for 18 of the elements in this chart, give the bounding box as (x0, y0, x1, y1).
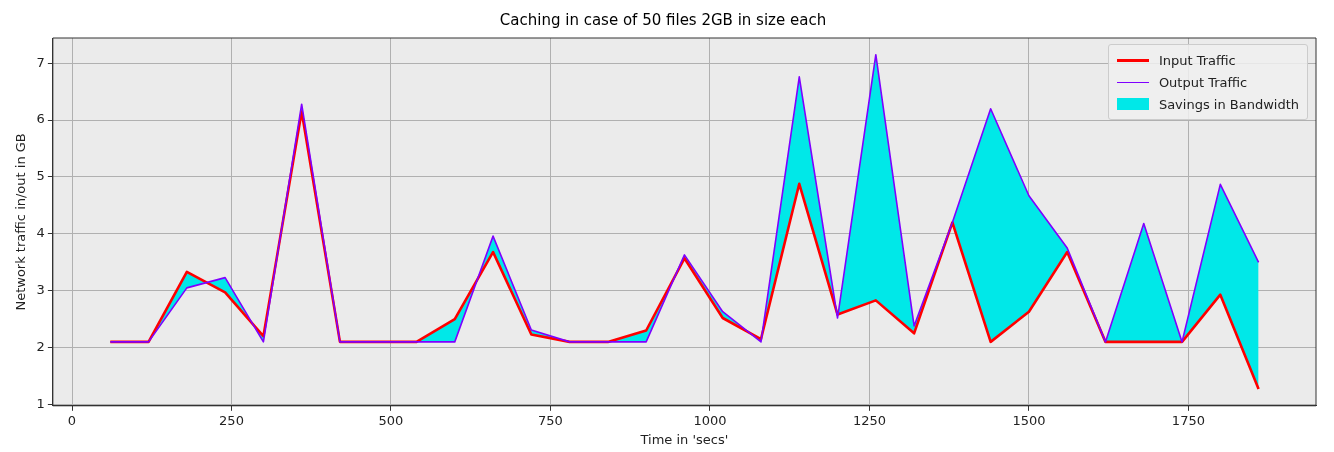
y-tick-label: 7 (36, 54, 45, 70)
y-tick-label: 3 (36, 282, 45, 298)
x-tick-label: 750 (538, 412, 563, 428)
x-tick-label: 500 (378, 412, 404, 428)
chart-title: Caching in case of 50 files 2GB in size each (499, 10, 827, 29)
x-tick-label: 1750 (1171, 412, 1205, 428)
y-axis-title: Network traffic in/out in GB (13, 133, 29, 311)
y-tick-label: 2 (36, 338, 45, 354)
x-tick-label: 1500 (1012, 412, 1046, 428)
x-tick-label: 1000 (693, 412, 727, 428)
x-tick-label: 1250 (852, 412, 886, 428)
y-tick-label: 1 (36, 395, 45, 411)
y-tick-label: 5 (36, 168, 45, 184)
y-tick-label: 4 (36, 225, 45, 241)
x-tick-label: 0 (67, 412, 77, 428)
y-tick-label: 6 (36, 111, 45, 127)
x-axis-title: Time in 'secs' (639, 431, 729, 447)
x-tick-label: 250 (219, 412, 244, 428)
